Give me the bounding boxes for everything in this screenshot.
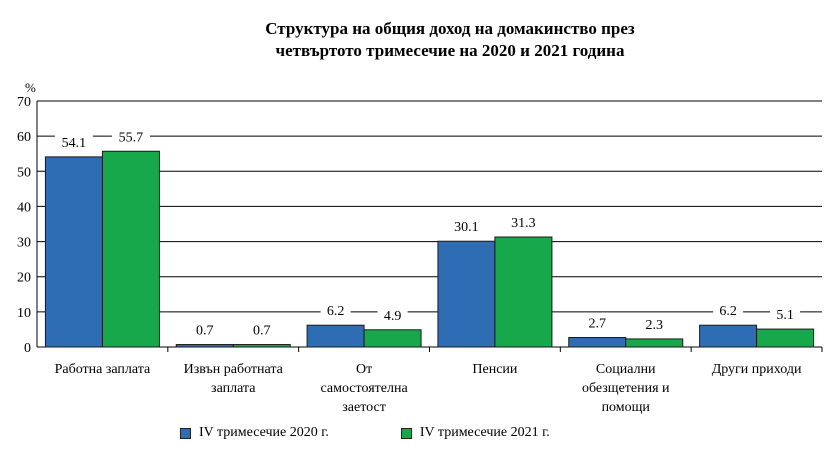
data-label-bg-s1-c1: [246, 321, 277, 339]
bar-s1-c2: [363, 329, 422, 348]
x-category-label-4-line-2: помощи: [602, 400, 651, 415]
bar-s1-c5: [756, 328, 815, 348]
legend-item-2021: IV тримесечие 2021 г.: [400, 425, 550, 441]
bar-s1-c1: [232, 344, 291, 348]
x-category-label-1-line-0: Извън работната: [184, 362, 284, 377]
x-category-label-4-line-0: Социални: [596, 362, 656, 377]
data-label-s0-c1: 0.7: [196, 324, 214, 339]
data-label-bg-s0-c1: [189, 321, 220, 339]
x-category-label-1-line-1: заплата: [211, 381, 256, 396]
data-label-s0-c4: 2.7: [589, 317, 607, 332]
bar-s0-c1: [175, 344, 234, 348]
data-label-bg-s1-c4: [639, 315, 670, 333]
x-category-label-2-line-1: самостоятелна: [321, 381, 409, 396]
data-label-bg-s0-c2: [320, 302, 351, 320]
data-label-bg-s0-c0: [54, 133, 93, 151]
data-label-s0-c0: 54.1: [62, 136, 87, 151]
bar-s0-c3: [437, 240, 496, 348]
x-category-label-0-line-0: Работна заплата: [55, 362, 151, 377]
y-tick-label-60: 60: [17, 130, 31, 145]
y-axis-unit-label: %: [25, 80, 36, 95]
legend-item-2020: IV тримесечие 2020 г.: [180, 425, 329, 441]
x-category-label-4-line-1: обезщетения и: [582, 381, 670, 396]
data-label-bg-s1-c0: [111, 128, 150, 146]
legend-label-2020: IV тримесечие 2020 г.: [199, 425, 329, 440]
data-label-s1-c3: 31.3: [511, 216, 536, 231]
bar-s0-c5: [699, 324, 758, 348]
x-category-label-3-line-0: Пенсии: [472, 362, 518, 377]
y-tick-label-70: 70: [17, 95, 31, 110]
legend-swatch-2020: [180, 427, 191, 439]
bar-s0-c0: [44, 156, 103, 348]
data-label-bg-s0-c5: [713, 302, 744, 320]
bar-s1-c4: [625, 338, 684, 348]
x-category-label-5-line-0: Други приходи: [712, 362, 802, 377]
bar-s1-c0: [101, 150, 160, 348]
chart-title: Структура на общия доход на домакинство …: [265, 19, 635, 60]
data-label-s1-c4: 2.3: [646, 318, 664, 333]
data-label-bg-s1-c2: [377, 306, 408, 324]
data-label-bg-s1-c3: [504, 214, 543, 232]
bar-s0-c2: [306, 324, 365, 348]
y-tick-label-10: 10: [17, 306, 31, 321]
data-label-s0-c5: 6.2: [719, 304, 737, 319]
data-label-s1-c5: 5.1: [776, 308, 794, 323]
data-label-bg-s0-c4: [582, 314, 613, 332]
bar-s1-c3: [494, 236, 553, 348]
legend-label-2021: IV тримесечие 2021 г.: [419, 425, 550, 440]
data-label-s0-c3: 30.1: [454, 220, 479, 235]
legend-swatch-2021: [400, 427, 412, 439]
y-tick-label-20: 20: [17, 271, 31, 286]
x-category-label-2-line-0: От: [356, 362, 372, 377]
data-label-bg-s0-c3: [447, 218, 486, 236]
data-label-bg-s1-c5: [770, 306, 801, 324]
x-category-label-2-line-2: заетост: [342, 400, 386, 415]
data-label-s0-c2: 6.2: [327, 304, 345, 319]
data-label-s1-c0: 55.7: [119, 130, 144, 145]
y-tick-label-30: 30: [17, 236, 31, 251]
y-tick-label-50: 50: [17, 165, 31, 180]
y-tick-label-40: 40: [17, 200, 31, 215]
bar-s0-c4: [568, 337, 627, 348]
y-tick-label-0: 0: [24, 341, 31, 356]
data-label-s1-c1: 0.7: [253, 324, 271, 339]
chart-legend: IV тримесечие 2020 г. IV тримесечие 2021…: [180, 425, 550, 441]
data-label-s1-c2: 4.9: [384, 309, 402, 324]
